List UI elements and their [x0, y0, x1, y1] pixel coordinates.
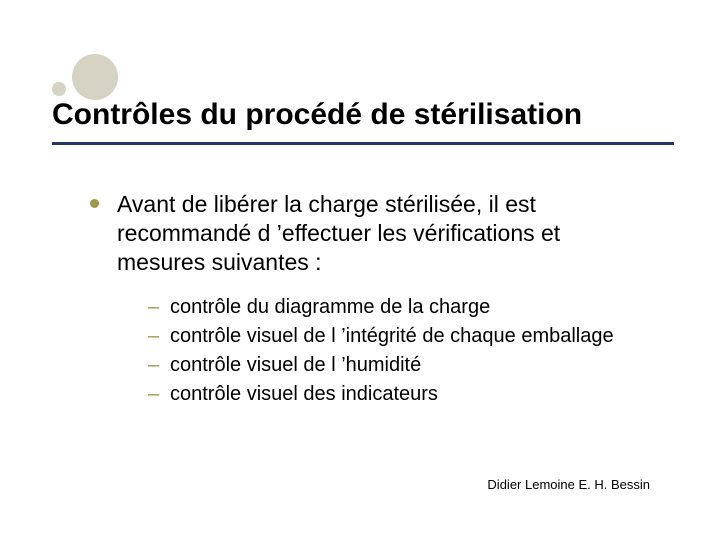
bullet-icon	[90, 199, 99, 208]
sub-item-text: contrôle du diagramme de la charge	[170, 294, 490, 320]
sub-item: – contrôle visuel de l ’intégrité de cha…	[148, 323, 650, 349]
footer-author: Didier Lemoine E. H. Bessin	[487, 477, 650, 492]
sub-list: – contrôle du diagramme de la charge – c…	[148, 294, 650, 407]
sub-item-text: contrôle visuel de l ’intégrité de chaqu…	[170, 323, 614, 349]
slide-body: Avant de libérer la charge stérilisée, i…	[90, 190, 650, 410]
sub-item: – contrôle visuel de l ’humidité	[148, 352, 650, 378]
slide: Contrôles du procédé de stérilisation Av…	[0, 0, 720, 540]
dash-icon: –	[148, 294, 158, 320]
dash-icon: –	[148, 323, 158, 349]
sub-item: – contrôle du diagramme de la charge	[148, 294, 650, 320]
bullet-item-main: Avant de libérer la charge stérilisée, i…	[90, 190, 650, 276]
dash-icon: –	[148, 381, 158, 407]
sub-item: – contrôle visuel des indicateurs	[148, 381, 650, 407]
sub-item-text: contrôle visuel de l ’humidité	[170, 352, 421, 378]
dash-icon: –	[148, 352, 158, 378]
title-underline	[52, 142, 674, 145]
sub-item-text: contrôle visuel des indicateurs	[170, 381, 438, 407]
slide-title: Contrôles du procédé de stérilisation	[52, 98, 672, 132]
decor-circle-large	[72, 54, 118, 100]
decor-circle-small	[52, 82, 66, 96]
bullet-text-main: Avant de libérer la charge stérilisée, i…	[117, 190, 650, 276]
